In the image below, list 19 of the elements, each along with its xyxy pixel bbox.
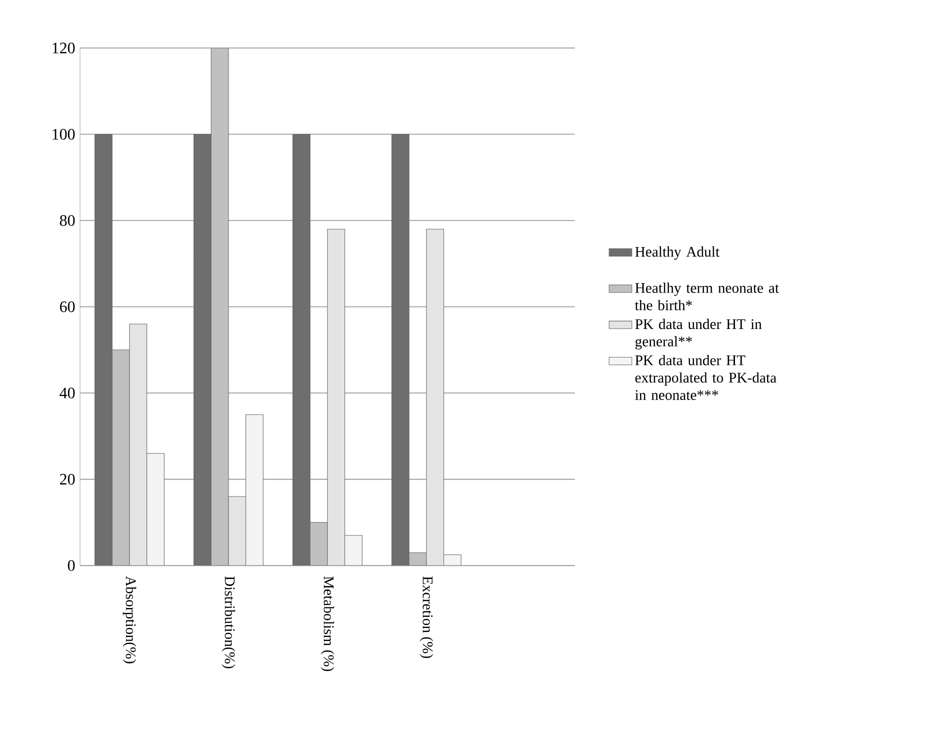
bar [426, 228, 444, 566]
x-tick-label: Metabolism (%) [320, 576, 334, 671]
y-tick-label: 80 [60, 214, 75, 226]
legend-label: PK data under HT extrapolated to PK-data in neonate*** [635, 354, 776, 400]
legend-label: Healthy Adult [635, 246, 720, 260]
y-tick-label: 120 [52, 42, 75, 54]
y-tick-label: 20 [60, 474, 75, 485]
y-tick-label: 100 [52, 128, 75, 140]
bar [327, 228, 346, 566]
bar [129, 324, 148, 566]
y-tick-label: 40 [60, 388, 75, 398]
legend-label: PK data under HT in general** [635, 318, 762, 350]
x-tick-label: Distribution(%) [222, 576, 236, 668]
x-tick-label: Excretion (%) [420, 576, 434, 658]
y-tick-label: 0 [68, 560, 75, 571]
bar [228, 496, 246, 566]
x-tick-label: Absorption(%) [122, 576, 136, 664]
legend-label: Heatlhy term neonate at the birth* [634, 282, 779, 310]
y-tick-label: 60 [60, 301, 75, 312]
